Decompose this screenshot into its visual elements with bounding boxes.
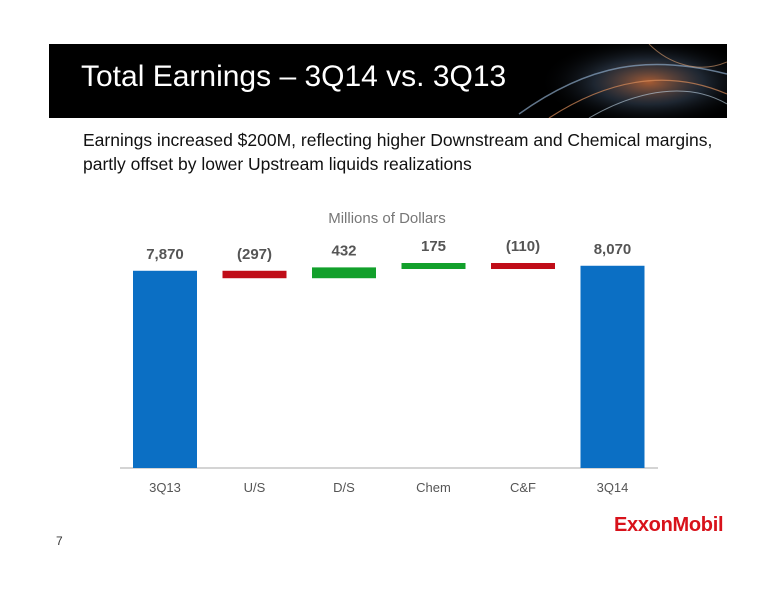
tick-label-3q13: 3Q13: [149, 480, 181, 495]
chart-title: Millions of Dollars: [328, 210, 446, 227]
bar-chem: [401, 263, 466, 270]
exxonmobil-logo: ExxonMobil: [614, 514, 724, 536]
tick-label-3q14: 3Q14: [597, 480, 629, 495]
slide-subtitle: Earnings increased $200M, reflecting hig…: [83, 130, 713, 174]
value-label-c-f: (110): [506, 238, 540, 255]
bar-u-s: [222, 270, 287, 279]
page-number: 7: [56, 534, 63, 548]
value-label-d-s: 432: [331, 242, 356, 259]
tick-label-chem: Chem: [416, 480, 451, 495]
tick-label-c-f: C&F: [510, 480, 536, 495]
value-label-chem: 175: [421, 238, 446, 255]
value-label-3q13: 7,870: [146, 246, 184, 263]
tick-label-u-s: U/S: [244, 480, 266, 495]
tick-label-d-s: D/S: [333, 480, 355, 495]
value-label-u-s: (297): [237, 246, 272, 263]
page-title: Total Earnings – 3Q14 vs. 3Q13: [81, 60, 507, 93]
bar-c-f: [491, 263, 555, 270]
header-banner: Total Earnings – 3Q14 vs. 3Q13: [49, 44, 727, 118]
bar-3q14: [580, 265, 645, 468]
bar-3q13: [133, 270, 197, 468]
header-decoration: [518, 44, 727, 118]
bar-d-s: [312, 267, 376, 279]
value-label-3q14: 8,070: [594, 241, 632, 258]
